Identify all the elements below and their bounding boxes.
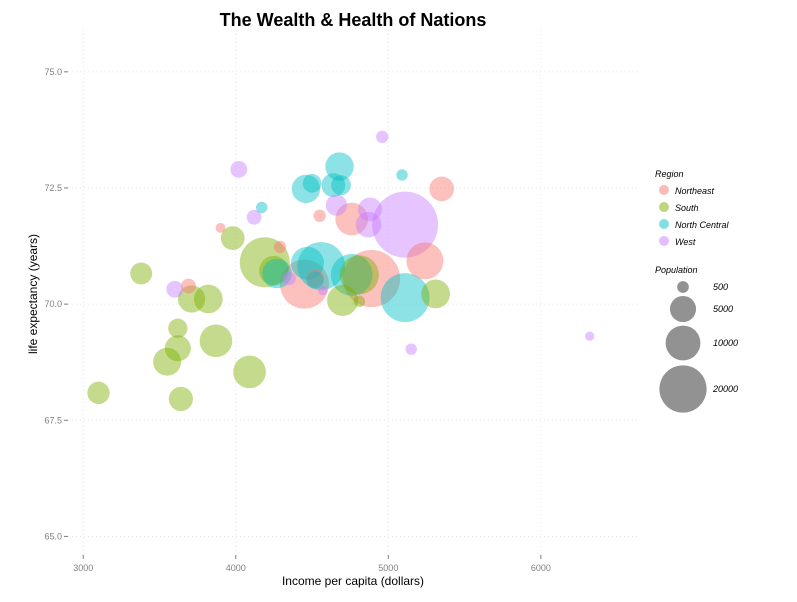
size-legend-label: 20000 [712, 384, 738, 394]
size-legend-label: 10000 [713, 338, 738, 348]
chart-title: The Wealth & Health of Nations [220, 10, 487, 30]
bubble-north-central [325, 152, 354, 181]
bubble-northeast [215, 222, 226, 233]
bubble-west [372, 191, 439, 258]
bubble-west [325, 194, 348, 216]
bubble-south [199, 324, 233, 358]
x-axis-title: Income per capita (dollars) [282, 574, 424, 588]
bubble-north-central [380, 273, 430, 323]
bubble-north-central [306, 271, 324, 289]
bubble-west [282, 271, 296, 286]
data-points [87, 130, 595, 412]
bubble-northeast [306, 269, 324, 287]
bubble-west [584, 331, 595, 341]
bubble-south [327, 284, 359, 316]
y-tick-label: 70.0 [44, 299, 62, 309]
y-tick-label: 65.0 [44, 531, 62, 541]
bubble-northeast [279, 259, 329, 309]
bubble-north-central [256, 201, 268, 214]
legend-label-northeast: Northeast [675, 186, 715, 196]
bubble-west [230, 160, 248, 178]
legend-swatch-south [659, 202, 669, 212]
bubble-west [405, 343, 417, 355]
size-legend-circle [669, 295, 697, 323]
legend-title-population: Population [655, 265, 698, 275]
legend: Region Population Northeast South North Ce… [655, 169, 738, 413]
x-tick-label: 4000 [226, 563, 246, 573]
bubble-south [153, 347, 182, 376]
bubble-north-central [297, 242, 346, 290]
size-legend-circle [665, 325, 701, 361]
axes: 3000 4000 5000 6000 65.0 67.5 70.0 72.5 75.0 [44, 67, 550, 573]
bubble-south [130, 262, 153, 285]
bubble-west [358, 197, 382, 222]
bubble-northeast [406, 242, 444, 280]
bubble-south [168, 318, 188, 338]
bubble-west [376, 130, 389, 144]
bubble-northeast [342, 249, 401, 308]
grid [68, 30, 640, 555]
bubble-north-central [290, 246, 324, 280]
bubble-northeast [335, 202, 369, 236]
bubble-south [177, 285, 206, 313]
y-tick-label: 72.5 [44, 183, 62, 193]
bubble-south [220, 226, 245, 251]
size-legend-label: 5000 [713, 304, 733, 314]
bubble-south [164, 335, 191, 362]
bubble-west [355, 211, 382, 238]
bubble-north-central [330, 253, 373, 296]
y-axis-title: life expectancy (years) [26, 234, 40, 354]
bubble-north-central [321, 173, 346, 198]
bubble-northeast [429, 176, 455, 202]
bubble-south [339, 255, 379, 295]
legend-label-north-central: North Central [675, 220, 730, 230]
bubble-south [87, 381, 110, 405]
size-legend-circle [659, 365, 707, 413]
legend-swatch-west [659, 236, 669, 246]
bubble-northeast [273, 240, 287, 254]
legend-label-west: West [675, 237, 696, 247]
bubble-south [421, 279, 450, 309]
x-tick-label: 3000 [73, 563, 93, 573]
bubble-north-central [262, 258, 292, 289]
bubble-south [168, 386, 193, 412]
y-tick-label: 75.0 [44, 67, 62, 77]
x-tick-label: 6000 [531, 563, 551, 573]
bubble-northeast [181, 278, 196, 294]
x-tick-label: 5000 [378, 563, 398, 573]
legend-label-south: South [675, 203, 699, 213]
legend-swatch-north-central [659, 219, 669, 229]
bubble-south [239, 237, 290, 288]
bubble-west [246, 209, 262, 225]
bubble-north-central [396, 169, 408, 181]
bubble-south [259, 255, 289, 286]
size-legend-label: 500 [713, 282, 728, 292]
legend-title-region: Region [655, 169, 684, 179]
bubble-west [166, 280, 184, 298]
bubble-north-central [302, 173, 322, 193]
bubble-south [353, 295, 366, 308]
bubble-south [193, 284, 223, 314]
bubble-northeast [313, 209, 326, 223]
legend-swatch-northeast [659, 185, 669, 195]
bubble-north-central [331, 175, 351, 196]
bubble-south [233, 355, 266, 389]
size-legend-circle [677, 281, 689, 293]
bubble-north-central [291, 174, 321, 204]
bubble-west [318, 285, 328, 296]
y-tick-label: 67.5 [44, 415, 62, 425]
